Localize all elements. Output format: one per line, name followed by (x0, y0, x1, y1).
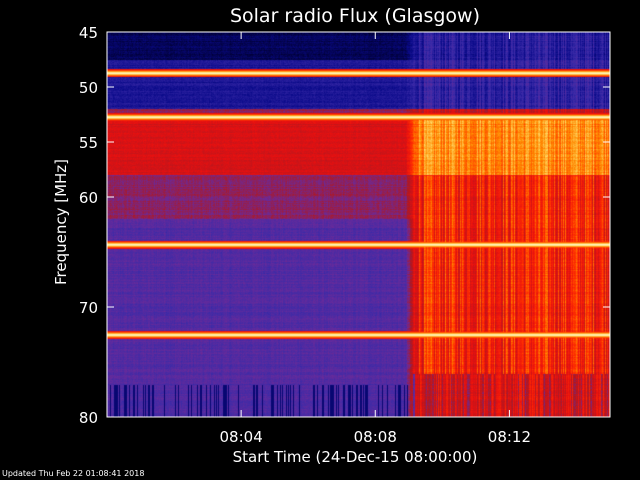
x-axis-label: Start Time (24-Dec-15 08:00:00) (233, 448, 478, 466)
y-axis-ticks: 45 50 55 60 70 80 (79, 24, 610, 427)
x-tick-label: 08:12 (488, 428, 531, 446)
spectrogram-image (107, 32, 610, 417)
y-tick-label: 80 (79, 409, 98, 427)
x-tick-label: 08:04 (220, 428, 263, 446)
y-tick-label: 50 (79, 79, 98, 97)
y-tick-label: 45 (79, 24, 98, 42)
y-tick-label: 70 (79, 299, 98, 317)
x-tick-label: 08:08 (354, 428, 397, 446)
y-tick-label: 55 (79, 134, 98, 152)
plot-frame (106, 31, 611, 418)
chart-title: Solar radio Flux (Glasgow) (230, 5, 480, 27)
y-axis-label: Frequency [MHz] (52, 159, 70, 285)
updated-timestamp: Updated Thu Feb 22 01:08:41 2018 (2, 469, 145, 478)
y-tick-label: 60 (79, 189, 98, 207)
x-axis-ticks: 08:04 08:08 08:12 (220, 32, 531, 446)
